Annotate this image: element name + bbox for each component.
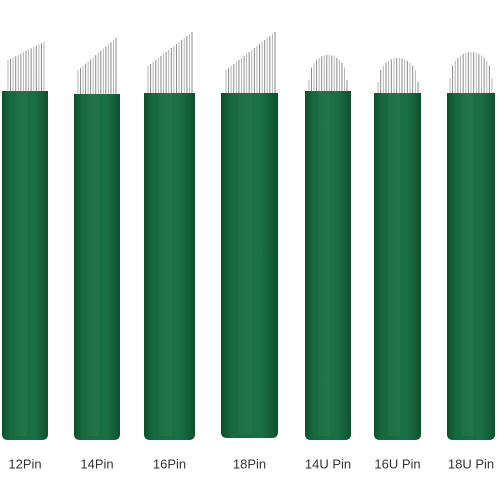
blade-label: 18U Pin <box>448 456 494 471</box>
blade <box>2 42 48 440</box>
blade-highlight <box>238 93 253 434</box>
blade-label: 16U Pin <box>374 456 420 471</box>
blade <box>144 32 195 440</box>
blade <box>447 52 495 440</box>
blade-body <box>2 91 48 440</box>
blade-label: 16Pin <box>153 456 186 471</box>
blade-label: 14U Pin <box>305 456 351 471</box>
blade-body <box>74 94 120 440</box>
blade-highlight <box>87 94 100 436</box>
blade <box>74 38 120 440</box>
blade <box>305 55 351 440</box>
blade-label: 12Pin <box>8 456 41 471</box>
blade-highlight <box>15 91 28 436</box>
blade-highlight <box>388 93 400 436</box>
blade-body <box>221 93 278 438</box>
blade-body <box>305 91 351 440</box>
blade-label: 18Pin <box>233 456 266 471</box>
blade-label: 14Pin <box>80 456 113 471</box>
blade-body <box>447 93 495 440</box>
blade-body <box>374 93 421 440</box>
blade <box>374 58 421 440</box>
blade-body <box>144 93 195 440</box>
blade-highlight <box>159 93 173 436</box>
blade-highlight <box>461 93 474 436</box>
blade <box>221 32 278 438</box>
blade-highlight <box>318 91 331 436</box>
